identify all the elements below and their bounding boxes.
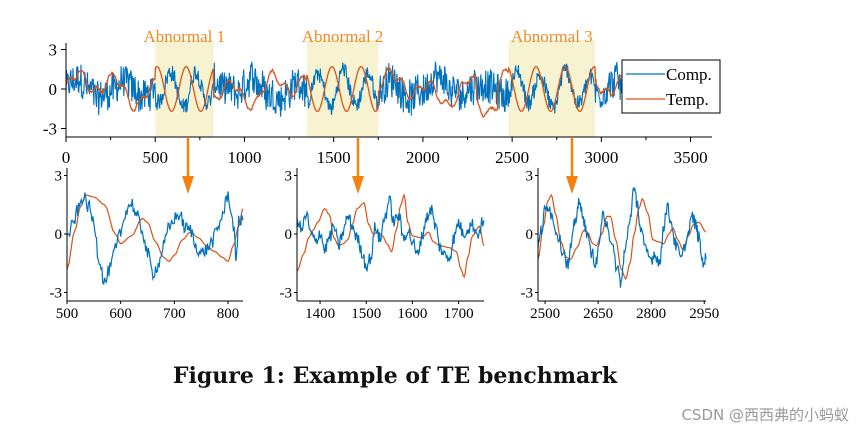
main-xtick-label: 3500 [674,148,708,167]
arrow-head-icon [182,176,194,194]
zoom-xtick-label: 1400 [305,306,335,322]
zoom-chart-1: 3 0 -3 500 600 700 800 [50,168,244,322]
abnormal-label-2: Abnormal 2 [302,27,384,46]
zoom-ytick-label: -3 [521,286,534,302]
legend-box [621,59,721,114]
zoom-ytick-label: -3 [280,286,293,302]
abnormal-region-2 [306,40,379,137]
zoom-xtick-label: 500 [56,306,79,322]
zoom-series-comp [537,187,707,288]
zoom-xtick-label: 2500 [530,306,560,322]
zoom-series-comp [296,195,485,273]
zoom-arrow-3 [566,138,578,194]
zoom-series-temp [537,193,707,281]
legend: Comp. Temp. [621,59,721,114]
main-xtick-label: 0 [62,148,71,167]
zoom-ytick-label: 0 [526,227,534,243]
zoom-series-comp [66,191,244,286]
main-xtick-label: 2000 [406,148,440,167]
zoom-ytick-label: 0 [55,227,63,243]
main-series-temp [65,65,674,118]
zoom-ytick-label: 3 [285,169,293,185]
zoom-chart-3: 3 0 -3 2500 2650 2800 2950 [521,168,719,322]
zoom-xtick-label: 1600 [397,306,427,322]
main-xtick-label: 1000 [227,148,261,167]
main-chart: Abnormal 1 Abnormal 2 Abnormal 3 3 0 -3 0 500 10… [43,27,721,167]
main-ytick-label: 3 [49,41,58,60]
zoom-series-temp [66,194,244,270]
zoom-xtick-label: 2800 [636,306,666,322]
zoom-series-temp [296,193,485,279]
zoom-xtick-label: 700 [163,306,186,322]
arrow-head-icon [566,176,578,194]
zoom-xtick-label: 2950 [689,306,719,322]
zoom-arrows [182,138,578,194]
arrow-head-icon [352,176,364,194]
zoom-chart-2: 3 0 -3 1400 1500 1600 1700 [280,168,485,322]
main-xtick-label: 2500 [495,148,529,167]
zoom-arrow-1 [182,138,194,194]
watermark: CSDN @西西弗的小蚂蚁 [681,406,849,424]
main-xtick-label: 3000 [584,148,618,167]
zoom-arrow-2 [352,138,364,194]
zoom-xtick-label: 600 [109,306,132,322]
zoom-ytick-label: 3 [526,169,534,185]
main-series-comp [65,61,674,117]
abnormal-region-3 [508,40,596,137]
figure-caption: Figure 1: Example of TE benchmark [172,363,618,389]
abnormal-label-3: Abnormal 3 [511,27,593,46]
zoom-xtick-label: 1700 [444,306,474,322]
main-xtick-label: 500 [142,148,168,167]
main-ytick-label: -3 [43,120,57,139]
zoom-ytick-label: 0 [285,227,293,243]
figure-panel: Abnormal 1 Abnormal 2 Abnormal 3 3 0 -3 0 500 10… [43,27,721,322]
zoom-charts: 3 0 -3 500 600 700 800 3 0 -3 1400 1500 1600 1700 3 0 -3… [50,168,719,322]
legend-label-temp: Temp. [666,90,709,109]
zoom-xtick-label: 2650 [583,306,613,322]
abnormal-label-1: Abnormal 1 [143,27,225,46]
zoom-xtick-label: 800 [217,306,240,322]
legend-label-comp: Comp. [666,65,712,84]
main-xtick-label: 1500 [317,148,351,167]
zoom-xtick-label: 1500 [351,306,381,322]
zoom-ytick-label: 3 [55,169,63,185]
zoom-ytick-label: -3 [50,286,63,302]
main-ytick-label: 0 [49,80,58,99]
